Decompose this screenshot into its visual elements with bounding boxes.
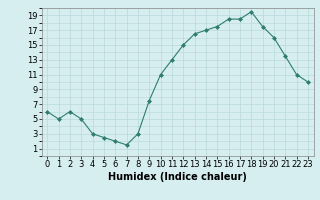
X-axis label: Humidex (Indice chaleur): Humidex (Indice chaleur) xyxy=(108,172,247,182)
